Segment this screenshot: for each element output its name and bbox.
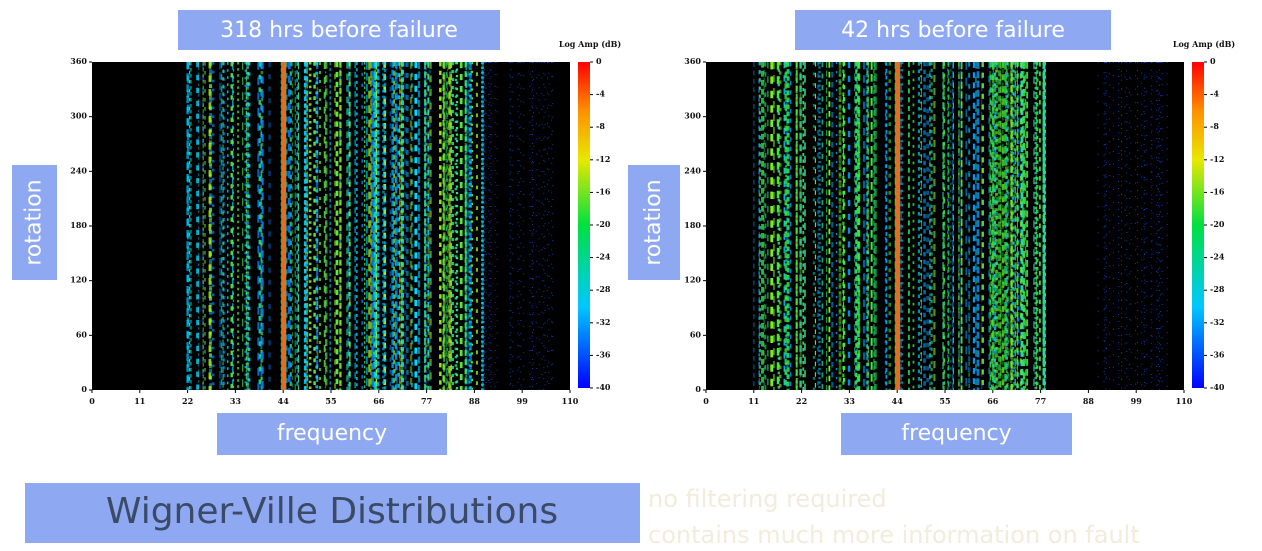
- colorbar-tick-label: -4: [596, 89, 605, 99]
- y-tick-label: 300: [70, 111, 87, 121]
- x-axis-label: frequency: [277, 421, 387, 446]
- colorbar-tick-label: -4: [1210, 89, 1219, 99]
- colorbar-tick-label: -32: [596, 317, 610, 327]
- y-axis-label: rotation: [641, 179, 666, 265]
- x-tick-label: 44: [892, 396, 904, 406]
- colorbar-tick-label: -28: [596, 284, 611, 294]
- heading-box: [25, 483, 640, 543]
- x-tick-label: 33: [844, 396, 856, 406]
- x-axis-label: frequency: [901, 421, 1011, 446]
- colorbar-label: Log Amp (dB): [559, 39, 622, 49]
- y-tick-label: 60: [76, 329, 88, 339]
- colorbar-tick-label: 0: [596, 56, 602, 66]
- colorbar: [1192, 62, 1204, 388]
- y-tick-label: 240: [684, 165, 701, 175]
- x-tick-label: 77: [421, 396, 432, 406]
- x-tick-label: 11: [134, 396, 145, 406]
- colorbar-tick-label: -24: [1210, 252, 1225, 262]
- x-label-box: [217, 413, 447, 455]
- y-tick-label: 180: [70, 220, 87, 230]
- x-tick-label: 22: [182, 396, 193, 406]
- colorbar-tick-label: -40: [596, 382, 611, 392]
- x-tick-label: 88: [469, 396, 481, 406]
- x-tick-label: 44: [278, 396, 290, 406]
- x-tick-label: 88: [1083, 396, 1095, 406]
- y-tick-label: 240: [70, 165, 87, 175]
- x-tick-label: 55: [325, 396, 336, 406]
- x-tick-label: 77: [1035, 396, 1046, 406]
- colorbar-label: Log Amp (dB): [1173, 39, 1236, 49]
- colorbar-tick-label: -20: [1210, 219, 1225, 229]
- x-tick-label: 33: [230, 396, 242, 406]
- colorbar-tick-label: -36: [1210, 349, 1225, 359]
- y-axis-label: rotation: [22, 179, 47, 265]
- y-tick-label: 180: [684, 220, 701, 230]
- x-tick-label: 22: [796, 396, 807, 406]
- y-tick-label: 0: [695, 384, 701, 394]
- x-tick-label: 55: [939, 396, 950, 406]
- colorbar-tick-label: -20: [596, 219, 611, 229]
- colorbar-tick-label: -40: [1210, 382, 1225, 392]
- colorbar: [578, 62, 590, 388]
- x-tick-label: 110: [1176, 396, 1193, 406]
- y-tick-label: 0: [81, 384, 87, 394]
- heading: Wigner-Ville Distributions: [106, 491, 558, 532]
- x-tick-label: 11: [748, 396, 759, 406]
- chart-title: 318 hrs before failure: [220, 18, 458, 43]
- y-tick-label: 360: [684, 56, 701, 66]
- y-tick-label: 120: [70, 275, 87, 285]
- x-tick-label: 66: [987, 396, 999, 406]
- chart-title: 42 hrs before failure: [841, 18, 1065, 43]
- x-tick-label: 110: [562, 396, 579, 406]
- peak-line: [281, 62, 287, 390]
- y-tick-label: 60: [690, 329, 702, 339]
- x-tick-label: 0: [703, 396, 709, 406]
- title-box: [178, 10, 500, 50]
- x-tick-label: 66: [373, 396, 385, 406]
- y-tick-label: 300: [684, 111, 701, 121]
- x-tick-label: 99: [1131, 396, 1143, 406]
- y-label-box: [628, 165, 680, 280]
- y-label-box: [12, 165, 57, 280]
- bullet: contains much more information on fault: [648, 521, 1140, 547]
- y-tick-label: 120: [684, 275, 701, 285]
- colorbar-tick-label: -28: [1210, 284, 1225, 294]
- colorbar-tick-label: -8: [1210, 121, 1219, 131]
- x-tick-label: 0: [89, 396, 95, 406]
- title-box: [795, 10, 1111, 50]
- colorbar-tick-label: -16: [1210, 186, 1225, 196]
- plot-area: [92, 62, 570, 390]
- colorbar-tick-label: -12: [596, 154, 610, 164]
- colorbar-tick-label: -24: [596, 252, 611, 262]
- colorbar-tick-label: 0: [1210, 56, 1216, 66]
- colorbar-tick-label: -12: [1210, 154, 1224, 164]
- y-tick-label: 360: [70, 56, 87, 66]
- colorbar-tick-label: -8: [596, 121, 605, 131]
- colorbar-tick-label: -32: [1210, 317, 1224, 327]
- bullet: no filtering required: [648, 485, 887, 513]
- peak-line: [895, 62, 901, 390]
- colorbar-tick-label: -36: [596, 349, 611, 359]
- x-label-box: [841, 413, 1072, 455]
- x-tick-label: 99: [517, 396, 529, 406]
- colorbar-tick-label: -16: [596, 186, 611, 196]
